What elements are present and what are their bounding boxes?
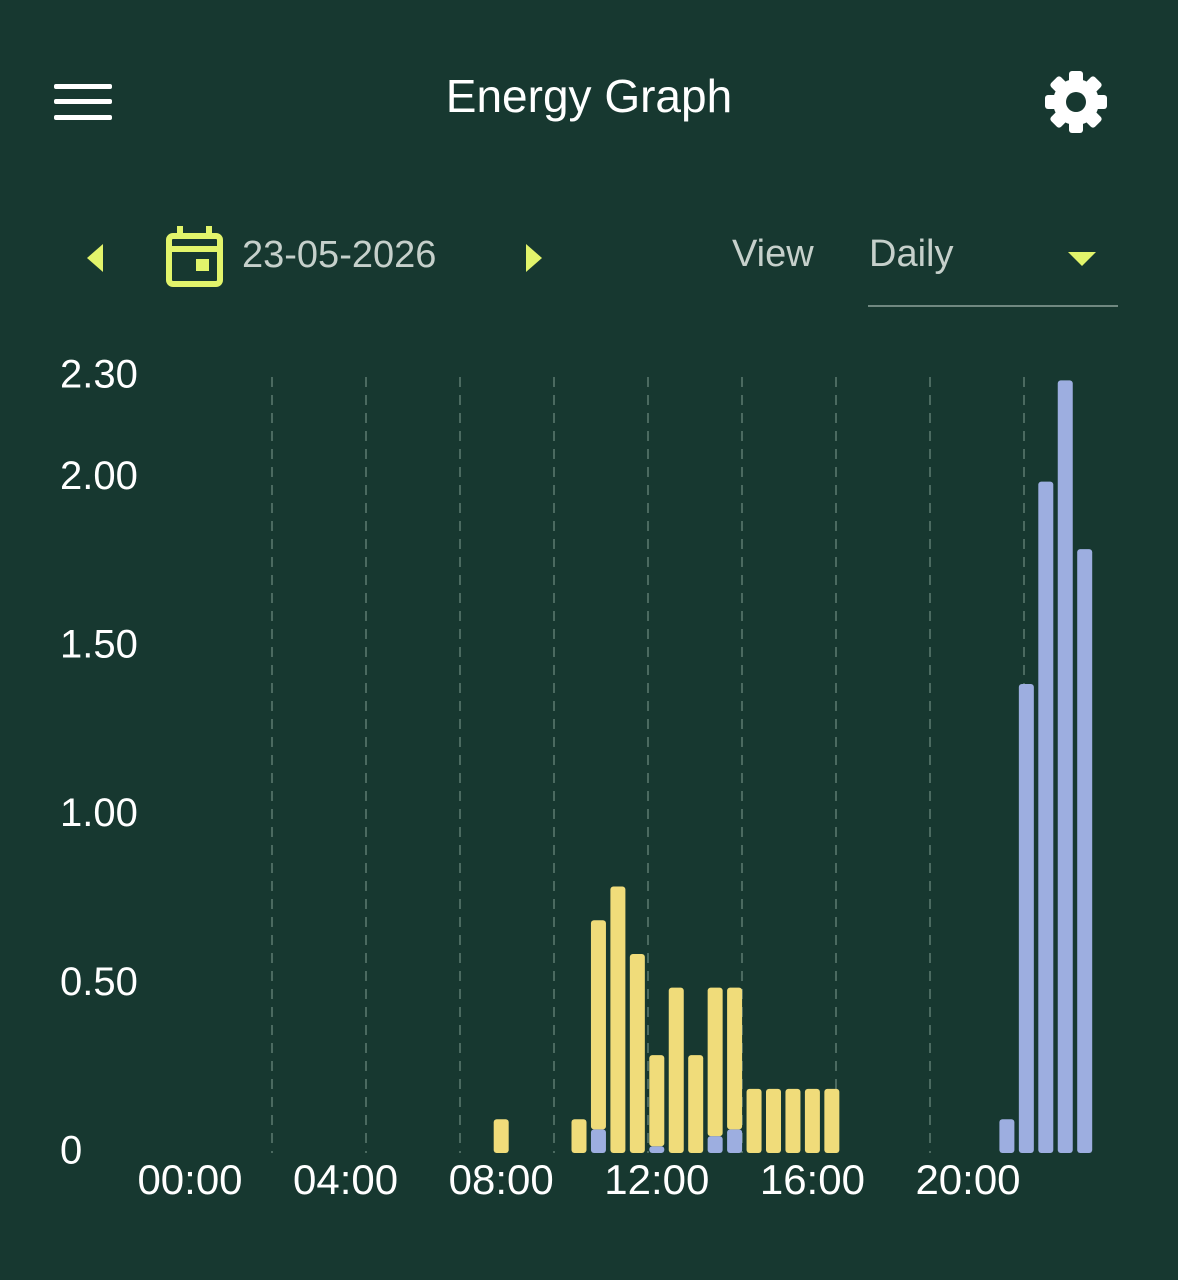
page-title: Energy Graph: [446, 70, 732, 122]
bar: [610, 886, 626, 1153]
bar: [649, 1055, 665, 1147]
bar: [629, 953, 645, 1153]
bar: [785, 1088, 801, 1153]
bar: [1038, 481, 1054, 1153]
bar: [590, 1129, 606, 1153]
y-tick-label: 1.00: [60, 791, 138, 835]
bar: [1077, 549, 1093, 1153]
y-tick-label: 1.50: [60, 622, 138, 666]
y-tick-label: 0.50: [60, 960, 138, 1004]
menu-button[interactable]: [54, 84, 112, 120]
bar: [668, 987, 684, 1153]
chart: 0 0.50 1.00 1.50 2.00 2.30 00:00 04:00 08:00 12:0…: [60, 353, 1093, 1203]
view-dropdown[interactable]: Daily: [868, 233, 1118, 307]
bar: [1018, 684, 1034, 1153]
bar: [571, 1119, 587, 1153]
x-tick-label: 04:00: [293, 1156, 398, 1203]
view-label: View: [732, 233, 814, 275]
previous-date-button[interactable]: [87, 244, 103, 272]
bar: [688, 1055, 704, 1153]
bar: [649, 1146, 665, 1153]
bar: [727, 1129, 743, 1153]
view-value: Daily: [869, 233, 953, 275]
bar: [1057, 380, 1073, 1153]
y-tick-label: 2.30: [60, 353, 138, 397]
x-tick-label: 08:00: [449, 1156, 554, 1203]
next-date-button[interactable]: [526, 244, 542, 272]
bar: [707, 987, 723, 1137]
bar: [824, 1088, 840, 1153]
x-tick-label: 12:00: [604, 1156, 709, 1203]
bar: [707, 1136, 723, 1153]
y-tick-label: 0: [60, 1129, 82, 1173]
settings-button[interactable]: [1045, 71, 1107, 133]
y-tick-label: 2.00: [60, 454, 138, 498]
calendar-button[interactable]: [166, 226, 223, 287]
bar: [727, 987, 743, 1130]
bar: [590, 920, 606, 1130]
x-tick-label: 00:00: [137, 1156, 242, 1203]
bar: [766, 1088, 781, 1153]
date-label: 23-05-2026: [242, 234, 436, 276]
bar: [746, 1088, 762, 1153]
x-tick-label: 20:00: [915, 1156, 1020, 1203]
x-tick-label: 16:00: [760, 1156, 865, 1203]
bar: [999, 1119, 1015, 1153]
bar: [804, 1088, 820, 1153]
bar: [493, 1119, 509, 1153]
